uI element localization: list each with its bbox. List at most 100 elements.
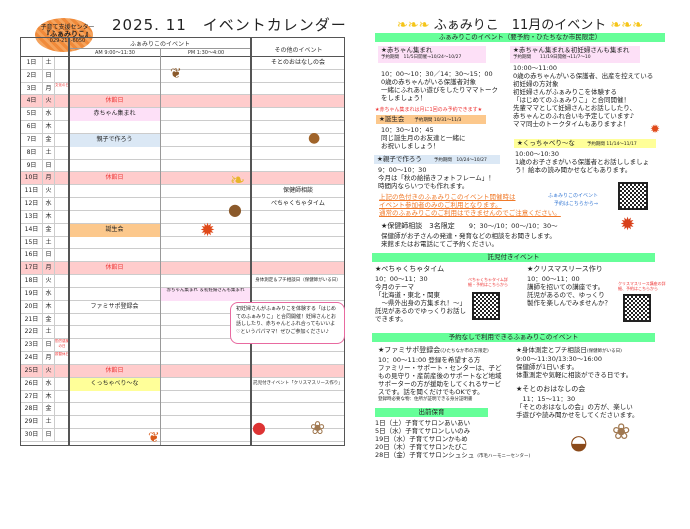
day-cell: 1日 bbox=[21, 57, 43, 70]
day-cell: 11日 bbox=[21, 185, 43, 199]
text-line: スです。話を聞くだけでもOKです。 bbox=[378, 388, 484, 396]
dow-cell: 金 bbox=[43, 403, 55, 417]
event-akachan-body: 10：00～10：30／14：30～15：00 0歳の赤ちゃんがいる保護者対象 一緒… bbox=[378, 70, 508, 102]
qr-note-line: ふぁみりこのイベント bbox=[548, 193, 599, 199]
am-cell bbox=[69, 403, 160, 416]
note-cell bbox=[55, 249, 69, 262]
header-other: その他のイベント bbox=[274, 47, 323, 54]
maple-leaf-icon: ✹ bbox=[200, 220, 216, 241]
text-line: 10：00～11:00 登録を希望する方 bbox=[378, 356, 481, 364]
dow-cell: 土 bbox=[43, 236, 55, 250]
text-line: 11：15～11：30 bbox=[516, 395, 576, 403]
day-cell: 2日 bbox=[21, 69, 43, 83]
note-cell bbox=[55, 121, 69, 134]
am-cell bbox=[69, 288, 160, 301]
am-cell: 親子で作ろう bbox=[69, 133, 160, 147]
event-sub: (保健師がいる日) bbox=[586, 349, 622, 354]
text-line: もの見守り・産前産後のサポートなど地域 bbox=[378, 372, 502, 380]
am-cell bbox=[69, 339, 160, 352]
text-line: ママ同士のトークタイムもありますよ！ bbox=[513, 120, 630, 128]
calendar-row: 17日月 休館日 bbox=[21, 262, 344, 276]
other-cell bbox=[252, 237, 344, 250]
dow-cell: 日 bbox=[43, 69, 55, 83]
calendar-row: 8日土 bbox=[21, 146, 344, 160]
day-cell: 5日 bbox=[21, 108, 43, 122]
acorn-icon: ● bbox=[308, 130, 321, 146]
calendar-row: 3日月文化の日 bbox=[21, 82, 344, 96]
text-line: 「そとのおはなしの会」の方が、楽しい bbox=[516, 403, 633, 411]
demae-list: 1日（土）子育てサロンあいあい 5日（水）子育てサロンしいのみ 19日（水）子育てサ… bbox=[372, 419, 532, 461]
am-cell bbox=[69, 185, 160, 198]
day-cell: 30日 bbox=[21, 429, 43, 442]
section-bar-reserved: ふぁみりこのイベント（要予約・ひたちなか市民限定） bbox=[375, 33, 665, 42]
event-soto-body: 11：15～11：30 「そとのおはなしの会」の方が、楽しい 手遊びや読み聞かせをし… bbox=[513, 395, 673, 419]
other-cell bbox=[252, 121, 344, 134]
calendar-row: 12日水 ぺちゃくちゃタイム bbox=[21, 198, 344, 211]
note-cell bbox=[55, 70, 69, 83]
calendar-row: 15日土 bbox=[21, 236, 344, 250]
event-title: ★くっちゃべり～な bbox=[517, 139, 575, 147]
chestnut-basket-icon: ◒ bbox=[570, 430, 588, 454]
qr-note-events[interactable]: ふぁみりこのイベント 予約はこちらから⇒ bbox=[545, 192, 598, 208]
event-birthday-body: 10：30～10：45 同じ誕生月のお友達と一緒に お祝いしましょう！ bbox=[378, 126, 508, 150]
text-line: 9:00～11:30/13:30～16:00 bbox=[516, 355, 602, 363]
pm-cell bbox=[161, 352, 250, 365]
logo-badge bbox=[35, 18, 93, 52]
pm-cell bbox=[161, 134, 250, 147]
logo-line2: 『ふぁみりこ』 bbox=[43, 30, 92, 38]
am-cell bbox=[69, 237, 160, 250]
day-cell: 8日 bbox=[21, 146, 43, 160]
calendar-row: 20日木 ファミサポ登録会 bbox=[21, 300, 344, 314]
qr-code-wreath[interactable] bbox=[623, 294, 651, 322]
text-line: 講師を招いての講座です。 bbox=[527, 283, 605, 291]
other-cell bbox=[252, 160, 344, 173]
section-bar-childcare: 託児付きイベント bbox=[372, 253, 655, 262]
text-line: 託児があるのでゆっくりお話し bbox=[375, 307, 466, 315]
text-line: 10：00～11：00 bbox=[527, 275, 580, 283]
dow-cell: 木 bbox=[43, 300, 55, 314]
calendar-table: ふぁみりこのイベント AM 9:00～11:30 PM 1:30～4:00 その… bbox=[20, 37, 345, 446]
day-cell: 15日 bbox=[21, 236, 43, 250]
day-cell: 28日 bbox=[21, 403, 43, 417]
day-cell: 12日 bbox=[21, 198, 43, 211]
other-cell bbox=[252, 352, 344, 365]
day-cell: 22日 bbox=[21, 326, 43, 340]
text-line: 10:00～10:30 bbox=[515, 150, 559, 158]
dow-cell: 日 bbox=[43, 159, 55, 173]
event-soto-title: ★そとのおはなしの会 bbox=[516, 385, 586, 393]
dow-cell: 月 bbox=[43, 82, 55, 96]
text-line: 初妊婦さんがふぁみりこを体験する bbox=[513, 88, 617, 96]
other-cell bbox=[252, 391, 344, 404]
qr-code-pecha[interactable] bbox=[472, 292, 500, 320]
squirrel-icon: ❀ bbox=[612, 420, 631, 445]
pm-cell bbox=[161, 378, 250, 391]
note-cell bbox=[55, 416, 69, 429]
note-cell bbox=[55, 326, 69, 339]
callout-bubble: 初妊婦さんがふぁみりこを体験する「はじめてのふぁみりこ」と合同開催！妊婦さんとお… bbox=[230, 302, 345, 344]
event-period: 予約期間 10/31～11/3 bbox=[414, 118, 462, 123]
text-line: 1歳のお子さまがいる保護者とお話ししましょ bbox=[515, 158, 650, 166]
other-cell bbox=[252, 262, 344, 275]
logo-line1: 子育て支援センター bbox=[40, 24, 95, 31]
qr-code-events[interactable] bbox=[618, 182, 648, 210]
note-cell bbox=[55, 211, 69, 224]
text-line: 0歳の赤ちゃんがいる保護者対象 bbox=[381, 78, 477, 86]
text-line: 1日（土）子育てサロンあいあい bbox=[375, 419, 471, 427]
text-line: 10：00～10：30／14：30～15：00 bbox=[381, 70, 493, 78]
leaf-icon: ❦ bbox=[148, 430, 160, 446]
pm-cell bbox=[161, 249, 250, 262]
note-cell bbox=[55, 301, 69, 314]
text-line: をしましょう！ bbox=[381, 94, 427, 102]
day-cell: 26日 bbox=[21, 377, 43, 391]
day-cell: 23日 bbox=[21, 339, 43, 353]
calendar-row: 1日土 そとのおはなしの会 bbox=[21, 57, 344, 70]
day-cell: 17日 bbox=[21, 262, 43, 276]
calendar-rows: 1日土そとのおはなしの会 2日日 3日月文化の日 4日火休館日 5日水赤ちゃん集まれ 6日… bbox=[21, 56, 344, 446]
other-cell bbox=[252, 95, 344, 108]
calendar-row: 13日木 bbox=[21, 210, 344, 224]
note-cell bbox=[55, 365, 69, 378]
events-title: ❧❧❧ ふぁみりこ 11月のイベント ❧❧❧ bbox=[370, 14, 670, 33]
event-wreath-body: 10：00～11：00 講師を招いての講座です。 託児があるので、ゆっくり 製作を楽し… bbox=[524, 275, 634, 307]
event-title: ★保健師相談 3名限定 bbox=[381, 222, 455, 230]
text-line: 19日（水）子育てサロンかもめ bbox=[375, 435, 468, 443]
